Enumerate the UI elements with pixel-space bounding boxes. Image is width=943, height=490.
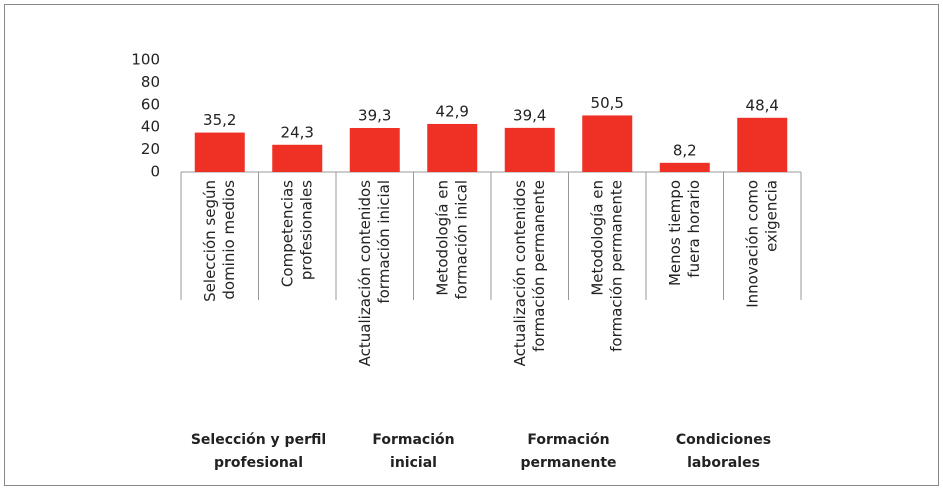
- value-label: 39,3: [358, 106, 391, 124]
- x-tick-label: Innovación como exigencia: [743, 180, 780, 308]
- group-label: permanente: [520, 455, 616, 471]
- y-tick-label: 40: [141, 118, 160, 136]
- x-tick-label: Menos tiempo fuera horario: [666, 180, 703, 286]
- value-label: 8,2: [673, 141, 697, 159]
- x-tick-label-line: Selección según: [201, 180, 219, 302]
- bar: [272, 144, 323, 172]
- frame: [4, 4, 939, 486]
- y-tick-label: 100: [131, 51, 160, 69]
- group-label: Formación: [527, 432, 609, 448]
- group-label: Selección y perfil: [191, 432, 326, 448]
- x-tick-label-line: formación inicial: [375, 180, 393, 304]
- x-tick-label-line: profesionales: [297, 180, 315, 280]
- bar: [582, 115, 633, 172]
- x-tick-label-line: formación inical: [452, 180, 470, 299]
- group-label: laborales: [687, 455, 760, 471]
- x-tick-label: Metodología en formación inical: [433, 180, 470, 299]
- group-label: Formación: [372, 432, 454, 448]
- x-tick-label-line: formación permanente: [530, 180, 548, 352]
- x-tick-label-line: Actualización contenidos: [356, 180, 374, 367]
- x-tick-label-line: Innovación como: [743, 180, 761, 308]
- y-tick-label: 0: [150, 163, 160, 181]
- value-label: 48,4: [746, 96, 779, 114]
- x-tick-label-line: Metodología en: [588, 180, 606, 296]
- value-label: 42,9: [436, 102, 469, 120]
- x-tick-label: Actualización contenidos formación perman…: [511, 180, 548, 367]
- value-label: 50,5: [591, 94, 624, 112]
- bar: [194, 132, 245, 172]
- y-tick-label: 20: [141, 140, 160, 158]
- x-tick-label-line: exigencia: [762, 180, 780, 252]
- x-tick-label-line: Actualización contenidos: [511, 180, 529, 367]
- x-tick-label: Metodología en formación permanente: [588, 180, 625, 352]
- value-label: 35,2: [203, 111, 236, 129]
- bar: [349, 127, 400, 172]
- x-tick-label-line: Metodología en: [433, 180, 451, 296]
- value-label: 24,3: [281, 123, 314, 141]
- x-tick-label-line: Menos tiempo: [666, 180, 684, 286]
- x-tick-label: Selección según dominio medios: [201, 180, 238, 302]
- x-tick-label: Competencias profesionales: [278, 180, 315, 287]
- x-tick-label-line: dominio medios: [220, 180, 238, 300]
- x-tick-label-line: fuera horario: [685, 180, 703, 278]
- bar: [737, 117, 788, 172]
- y-tick-label: 60: [141, 95, 160, 113]
- bar: [427, 123, 478, 172]
- x-tick-label-line: formación permanente: [607, 180, 625, 352]
- group-label: inicial: [390, 455, 437, 471]
- x-tick-label: Actualización contenidos formación inicia…: [356, 180, 393, 367]
- x-tick-label-line: Competencias: [278, 180, 296, 287]
- value-label: 39,4: [513, 106, 546, 124]
- group-label: profesional: [214, 455, 303, 471]
- bar: [659, 162, 710, 172]
- bar: [504, 127, 555, 172]
- y-tick-label: 80: [141, 73, 160, 91]
- group-label: Condiciones: [676, 432, 771, 448]
